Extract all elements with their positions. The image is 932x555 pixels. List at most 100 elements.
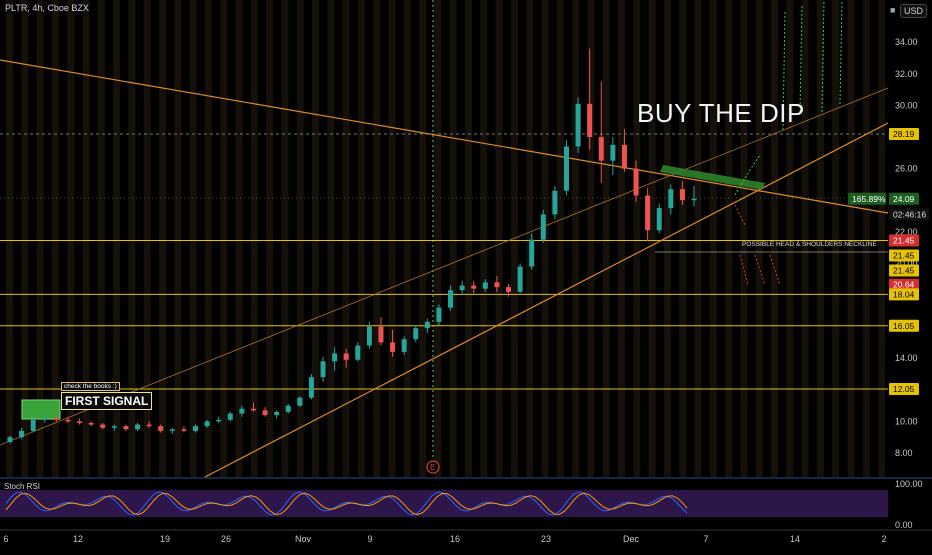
session-stripe: [495, 0, 503, 477]
candle-body: [378, 326, 384, 343]
x-tick-label: 12: [73, 534, 83, 544]
candle-body: [111, 426, 117, 428]
session-stripe: [465, 0, 472, 477]
price-badge-text: 18.04: [893, 289, 915, 299]
candle-body: [285, 405, 291, 412]
candle: [274, 410, 280, 419]
candle: [239, 405, 245, 417]
session-stripe: [204, 0, 212, 477]
stoch-rsi-label: Stoch RSI: [4, 482, 41, 491]
candle-body: [7, 437, 13, 442]
session-stripe: [235, 0, 243, 477]
candle-body: [343, 353, 349, 360]
price-badge-bg: [889, 278, 919, 291]
candle-body: [30, 419, 36, 431]
candle: [598, 81, 604, 183]
candle: [540, 209, 546, 243]
candle: [436, 304, 442, 326]
price-badge-text: 21.45: [893, 251, 915, 261]
session-stripe: [725, 0, 733, 477]
x-tick-label: 6: [3, 534, 8, 544]
candle-body: [575, 103, 581, 147]
candle: [146, 421, 152, 428]
session-stripe: [740, 0, 748, 477]
candle: [645, 187, 651, 242]
candle: [343, 348, 349, 368]
candle-body: [227, 413, 233, 420]
candle: [517, 263, 523, 294]
candle-body: [598, 137, 604, 161]
session-stripe: [862, 0, 870, 477]
session-stripe: [771, 0, 778, 477]
session-stripe: [250, 0, 258, 477]
session-stripe: [648, 0, 656, 477]
price-badge-text: 16.05: [893, 321, 915, 331]
session-stripe: [633, 0, 641, 477]
y-tick-label: 10.00: [895, 416, 918, 426]
price-badge-bg: [889, 319, 919, 332]
resistance-box: [660, 165, 765, 190]
session-stripe: [526, 0, 534, 477]
candle: [621, 129, 627, 172]
session-stripe: [174, 0, 182, 477]
candle-body: [274, 411, 280, 416]
candle-body: [262, 410, 268, 416]
session-stripe: [67, 0, 75, 477]
projection-arrow: [799, 4, 803, 113]
candle-body: [668, 189, 674, 209]
price-badge-bg: [848, 192, 886, 205]
session-stripe: [21, 0, 29, 477]
price-badge-text: 28.19: [893, 129, 915, 139]
y-tick-label: 22.00: [895, 227, 918, 237]
candle-body: [494, 282, 500, 288]
y-tick-label: 30.00: [895, 100, 918, 110]
session-stripe: [159, 0, 166, 477]
session-stripe: [832, 0, 840, 477]
candle-body: [482, 282, 488, 289]
session-stripe: [342, 0, 350, 477]
price-badge-text: 24.09: [893, 194, 915, 204]
session-stripe: [449, 0, 457, 477]
candle: [42, 413, 48, 423]
candle: [262, 407, 268, 417]
session-stripe: [709, 0, 717, 477]
price-badge-text: 21.45: [893, 266, 915, 276]
candle: [111, 424, 117, 431]
price-badge-bg: [889, 264, 919, 277]
session-stripe: [281, 0, 289, 477]
candle-body: [633, 168, 639, 196]
candle-body: [355, 345, 361, 360]
candle: [19, 427, 25, 439]
x-tick-label: 9: [367, 534, 372, 544]
candle-body: [390, 342, 396, 352]
buy-the-dip-note: BUY THE DIP: [637, 98, 805, 128]
candle-body: [436, 307, 442, 322]
candle: [53, 415, 59, 422]
rsi-k-line: [5, 491, 688, 516]
projection-arrow: [839, 0, 843, 105]
candle: [192, 424, 198, 433]
y-tick-label: 34.00: [895, 37, 918, 47]
x-tick-label: 7: [703, 534, 708, 544]
rsi-band: [0, 490, 888, 517]
session-stripe: [434, 0, 442, 477]
price-badge: 02:46:16: [889, 208, 929, 221]
session-stripe: [312, 0, 319, 477]
candle: [366, 321, 372, 349]
candle: [390, 329, 396, 357]
candle: [285, 404, 291, 414]
session-stripe: [189, 0, 197, 477]
currency-button[interactable]: USD: [900, 4, 928, 18]
candle: [529, 233, 535, 270]
price-badge-text: 21.45: [893, 235, 915, 245]
candle: [552, 185, 558, 220]
price-badge-bg: [889, 288, 919, 301]
price-badge-text: 20.64: [893, 280, 915, 290]
x-tick-label: Nov: [295, 534, 312, 544]
candle: [100, 422, 106, 430]
price-badge-bg: [889, 249, 919, 262]
first-signal-box: [21, 399, 61, 420]
candle: [679, 181, 685, 205]
